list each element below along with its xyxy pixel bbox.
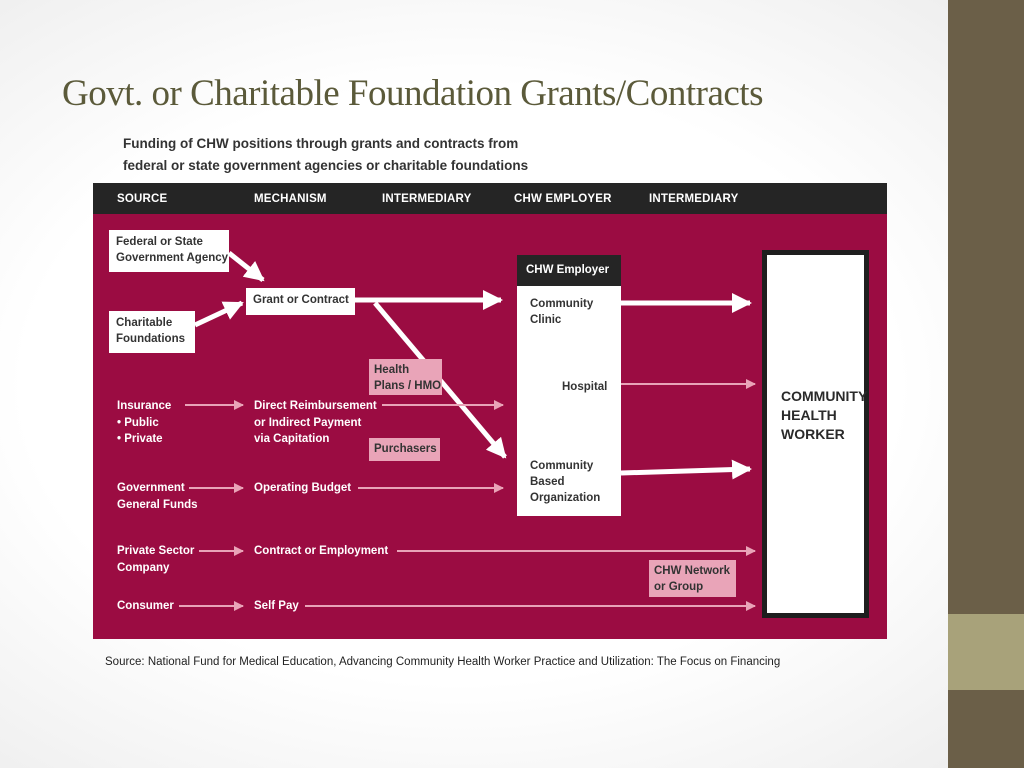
reimbursement-line-2: or Indirect Payment — [254, 416, 362, 429]
mechanism-operating-budget: Operating Budget — [254, 480, 351, 497]
consumer-label: Consumer — [117, 600, 174, 612]
self-pay-label: Self Pay — [254, 600, 299, 612]
clinic-line-2: Clinic — [530, 314, 562, 326]
mechanism-grant-or-contract: Grant or Contract — [246, 288, 355, 315]
mechanism-self-pay: Self Pay — [254, 598, 299, 615]
source-private-sector: Private Sector Company — [117, 543, 194, 576]
health-plans-line-2: Plans / HMO — [374, 380, 442, 392]
mechanism-direct-reimbursement: Direct Reimbursement or Indirect Payment… — [254, 398, 377, 448]
operating-budget-label: Operating Budget — [254, 482, 352, 494]
reimbursement-line-3: via Capitation — [254, 433, 330, 445]
caption-line-2: federal or state government agencies or … — [123, 158, 529, 173]
intermediary-health-plans: Health Plans / HMO — [369, 359, 442, 395]
chw-line-2: HEALTH — [781, 407, 837, 423]
federal-line-1: Federal or State — [116, 236, 203, 248]
insurance-line-1: Insurance — [117, 400, 172, 412]
source-charitable-foundations: Charitable Foundations — [109, 311, 195, 353]
insurance-line-2: • Public — [117, 416, 159, 429]
caption-line-1: Funding of CHW positions through grants … — [123, 136, 519, 151]
chw-line-3: WORKER — [781, 426, 845, 442]
chw-employer-box — [517, 286, 621, 516]
source-insurance: Insurance • Public • Private — [117, 398, 171, 448]
source-government-funds: Government General Funds — [117, 480, 198, 513]
charitable-line-2: Foundations — [116, 333, 185, 345]
intermediary-chw-network: CHW Network or Group — [649, 560, 736, 597]
charitable-line-1: Charitable — [116, 317, 173, 329]
column-header-intermediary-2: INTERMEDIARY — [649, 193, 739, 205]
intermediary-purchasers: Purchasers — [369, 438, 440, 461]
source-citation: Source: National Fund for Medical Educat… — [105, 656, 781, 668]
purchasers-label: Purchasers — [374, 443, 437, 455]
chw-network-line-1: CHW Network — [654, 565, 731, 577]
federal-line-2: Government Agency — [116, 252, 229, 264]
private-sector-line-2: Company — [117, 561, 170, 574]
insurance-line-3: • Private — [117, 433, 163, 445]
column-header-chw-employer: CHW EMPLOYER — [514, 193, 612, 205]
funding-diagram: SOURCE MECHANISM INTERMEDIARY CHW EMPLOY… — [93, 183, 887, 639]
chw-line-1: COMMUNITY — [781, 388, 868, 404]
health-plans-line-1: Health — [374, 364, 410, 376]
community-health-worker-box: COMMUNITY HEALTH WORKER — [762, 250, 869, 618]
diagram-caption: Funding of CHW positions through grants … — [123, 133, 563, 177]
gov-funds-line-1: Government — [117, 482, 185, 494]
arrow-federal-to-grant — [227, 251, 265, 282]
private-sector-line-1: Private Sector — [117, 545, 195, 557]
cbo-line-1: Community — [530, 460, 594, 472]
column-header-mechanism: MECHANISM — [254, 193, 327, 205]
employer-hospital: Hospital — [562, 381, 608, 393]
arrow-cbo-to-chw — [620, 459, 752, 480]
column-header-source: SOURCE — [117, 193, 168, 205]
sidebar-accent-block — [948, 614, 1024, 690]
cbo-line-2: Based — [530, 476, 565, 488]
slide-title: Govt. or Charitable Foundation Grants/Co… — [62, 73, 763, 114]
chw-network-line-2: or Group — [654, 581, 704, 593]
arrow-charitable-to-grant — [193, 300, 244, 328]
clinic-line-1: Community — [530, 298, 594, 310]
source-federal-agency: Federal or State Government Agency — [109, 230, 229, 272]
mechanism-contract-employment: Contract or Employment — [254, 543, 388, 560]
gov-funds-line-2: General Funds — [117, 498, 198, 511]
column-header-intermediary: INTERMEDIARY — [382, 193, 472, 205]
grant-label: Grant or Contract — [253, 294, 349, 306]
chw-employer-header: CHW Employer — [517, 255, 621, 286]
employer-community-clinic: Community Clinic — [530, 296, 593, 328]
chw-label: COMMUNITY HEALTH WORKER — [781, 387, 867, 444]
reimbursement-line-1: Direct Reimbursement — [254, 400, 377, 412]
employer-community-based-organization: Community Based Organization — [530, 458, 600, 506]
source-consumer: Consumer — [117, 598, 174, 615]
column-header-bar: SOURCE MECHANISM INTERMEDIARY CHW EMPLOY… — [93, 183, 887, 214]
cbo-line-3: Organization — [530, 492, 601, 504]
contract-employment-label: Contract or Employment — [254, 545, 389, 557]
